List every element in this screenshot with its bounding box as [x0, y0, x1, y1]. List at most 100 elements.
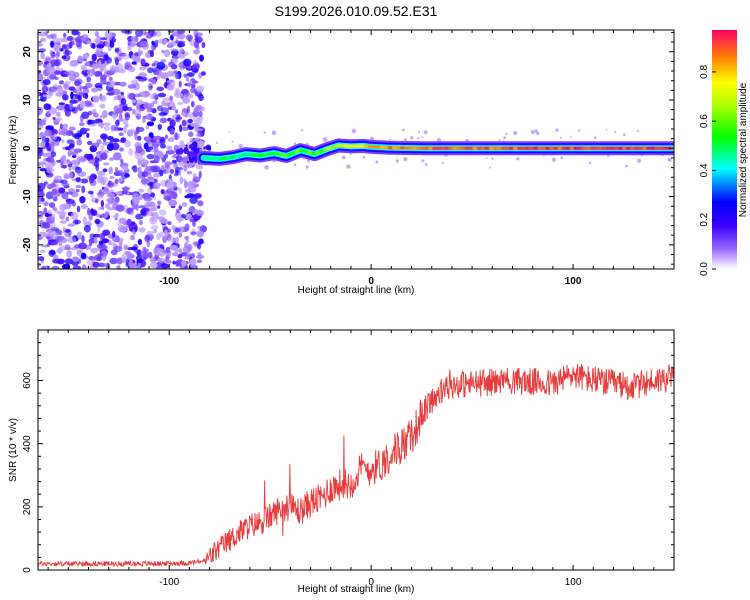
- noise-blob: [107, 181, 115, 188]
- noise-blob: [85, 220, 92, 225]
- noise-blob: [50, 40, 55, 48]
- noise-blob: [166, 228, 172, 234]
- noise-blob: [143, 197, 153, 202]
- noise-blob: [105, 203, 111, 209]
- noise-blob: [123, 244, 129, 251]
- noise-blob: [146, 230, 154, 236]
- noise-blob: [513, 130, 518, 136]
- noise-blob: [264, 165, 269, 170]
- noise-blob: [175, 116, 183, 120]
- noise-blob: [174, 249, 180, 253]
- noise-blob: [301, 129, 304, 132]
- noise-blob: [559, 136, 562, 139]
- noise-blob: [144, 235, 151, 243]
- noise-blob: [82, 86, 88, 90]
- noise-blob: [172, 50, 175, 56]
- noise-blob: [77, 31, 81, 37]
- noise-blob: [189, 151, 194, 156]
- noise-blob: [139, 128, 144, 132]
- noise-blob: [188, 151, 191, 154]
- noise-blob: [139, 219, 143, 226]
- noise-blob: [140, 178, 149, 185]
- noise-blob: [38, 43, 44, 47]
- noise-blob: [185, 77, 190, 82]
- noise-blob: [39, 250, 46, 253]
- noise-blob: [263, 131, 266, 134]
- noise-blob: [76, 85, 80, 93]
- snr-xtick-label: -100: [159, 577, 179, 588]
- noise-blob: [190, 154, 193, 158]
- noise-blob: [62, 32, 67, 38]
- noise-blob: [198, 170, 202, 179]
- noise-blob: [121, 165, 129, 171]
- noise-blob: [174, 92, 184, 98]
- noise-blob: [47, 229, 56, 237]
- noise-blob: [115, 204, 125, 212]
- noise-blob: [80, 204, 88, 210]
- noise-blob: [172, 260, 176, 265]
- noise-blob: [174, 227, 181, 233]
- noise-blob: [136, 103, 140, 111]
- noise-blob: [165, 149, 175, 155]
- noise-blob: [101, 110, 108, 118]
- noise-blob: [184, 242, 189, 249]
- noise-blob: [46, 147, 51, 151]
- noise-blob: [86, 69, 95, 77]
- noise-blob: [124, 251, 131, 255]
- noise-blob: [52, 37, 62, 44]
- noise-blob: [183, 58, 192, 67]
- noise-blob: [199, 54, 204, 62]
- noise-blob: [64, 184, 70, 189]
- noise-blob: [271, 130, 277, 136]
- noise-blob: [144, 210, 154, 217]
- noise-blob: [57, 229, 63, 236]
- noise-blob: [86, 132, 90, 138]
- noise-blob: [175, 109, 178, 114]
- noise-blob: [168, 199, 178, 207]
- noise-blob: [103, 186, 109, 192]
- noise-blob: [184, 223, 190, 232]
- noise-blob: [83, 100, 92, 107]
- noise-blob: [43, 207, 48, 215]
- noise-blob: [191, 64, 198, 69]
- noise-blob: [69, 172, 73, 180]
- noise-blob: [150, 225, 159, 230]
- noise-blob: [198, 110, 203, 118]
- noise-blob: [131, 36, 136, 42]
- noise-blob: [77, 95, 81, 101]
- noise-blob: [80, 252, 87, 260]
- noise-blob: [551, 157, 557, 162]
- noise-blob: [112, 88, 121, 96]
- noise-blob: [99, 66, 104, 73]
- noise-blob: [154, 178, 158, 184]
- noise-blob: [129, 39, 137, 48]
- noise-blob: [150, 261, 158, 269]
- noise-blob: [61, 55, 67, 60]
- noise-blob: [155, 182, 159, 186]
- noise-blob: [395, 159, 399, 163]
- noise-blob: [117, 222, 122, 226]
- noise-blob: [163, 38, 168, 44]
- noise-blob: [68, 41, 73, 49]
- noise-blob: [183, 51, 189, 57]
- noise-blob: [176, 114, 181, 118]
- noise-blob: [113, 245, 123, 252]
- noise-blob: [231, 140, 234, 143]
- noise-blob: [155, 265, 164, 269]
- noise-blob: [118, 217, 126, 224]
- noise-blob: [578, 129, 581, 132]
- noise-blob: [77, 171, 87, 177]
- noise-blob: [89, 241, 93, 247]
- noise-blob: [109, 157, 115, 161]
- noise-blob: [128, 66, 136, 73]
- noise-blob: [293, 163, 297, 166]
- noise-blob: [68, 188, 76, 192]
- noise-blob: [127, 84, 137, 89]
- noise-blob: [156, 86, 164, 92]
- noise-blob: [63, 83, 69, 89]
- noise-blob: [83, 53, 89, 59]
- noise-blob: [54, 210, 62, 214]
- noise-blob: [98, 206, 103, 211]
- noise-blob: [158, 231, 164, 238]
